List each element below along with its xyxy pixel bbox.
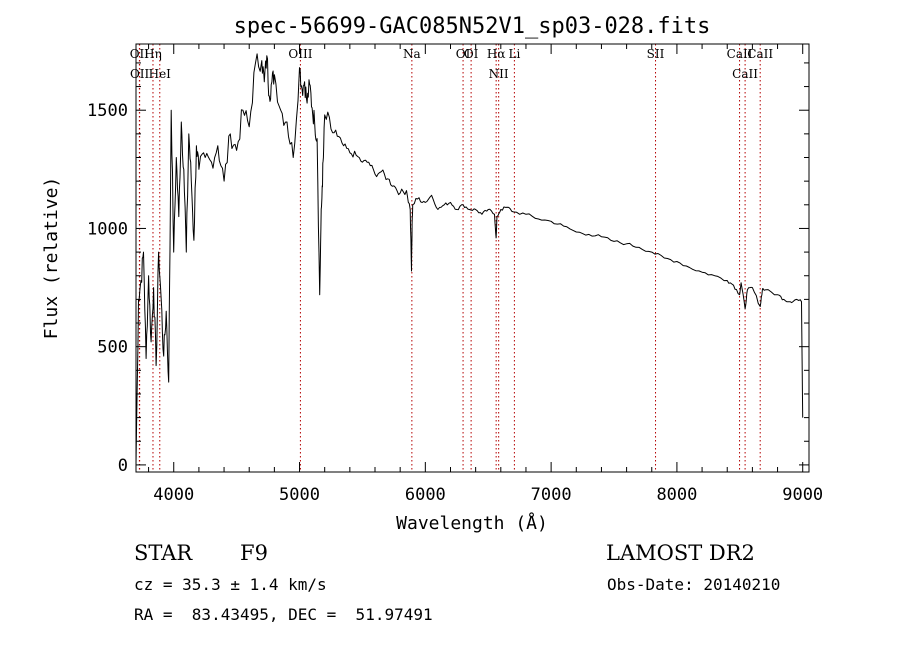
y-tick-label: 1000 bbox=[87, 219, 128, 239]
line-label-6: OI bbox=[456, 47, 471, 61]
x-tick-label: 5000 bbox=[279, 485, 320, 505]
line-label-13: CaII bbox=[732, 67, 758, 81]
x-axis-label: Wavelength (Å) bbox=[396, 512, 548, 534]
line-label-12: CaII bbox=[727, 47, 753, 61]
object-class: STAR bbox=[134, 541, 193, 565]
line-label-9: NII bbox=[489, 67, 509, 81]
plot-frame bbox=[135, 43, 810, 473]
y-tick-label: 1500 bbox=[87, 101, 128, 121]
x-axis-ticks: 4000 5000 6000 7000 8000 9000 bbox=[148, 44, 823, 505]
spectrum-line bbox=[135, 53, 804, 465]
y-tick-label: 500 bbox=[97, 338, 128, 358]
line-label-11: SII bbox=[647, 47, 665, 61]
y-axis-label: Flux (relative) bbox=[41, 177, 62, 340]
line-label-3: HeI bbox=[149, 67, 172, 81]
line-label-1: OII bbox=[130, 47, 150, 61]
spectral-line-markers bbox=[138, 44, 761, 472]
line-label-7: OI bbox=[464, 47, 479, 61]
observation-date: Obs-Date: 20140210 bbox=[607, 575, 780, 594]
chart-title: spec-56699-GAC085N52V1_sp03-028.fits bbox=[234, 14, 711, 39]
x-tick-label: 6000 bbox=[405, 485, 446, 505]
y-tick-label: 0 bbox=[118, 456, 128, 476]
line-label-10: Li bbox=[508, 47, 520, 61]
object-subclass: F9 bbox=[240, 541, 268, 565]
line-label-8: Hα bbox=[487, 47, 506, 61]
y-axis-ticks: 0 500 1000 1500 bbox=[87, 62, 809, 476]
line-label-0: Hη bbox=[144, 47, 162, 61]
x-tick-label: 9000 bbox=[782, 485, 823, 505]
line-label-4: OIII bbox=[288, 47, 312, 61]
redshift-velocity: cz = 35.3 ± 1.4 km/s bbox=[134, 575, 327, 594]
line-label-5: Na bbox=[403, 47, 421, 61]
line-label-2: OII bbox=[130, 67, 150, 81]
sky-coordinates: RA = 83.43495, DEC = 51.97491 bbox=[134, 605, 433, 624]
line-label-14: CaII bbox=[747, 47, 773, 61]
x-tick-label: 8000 bbox=[656, 485, 697, 505]
survey-name: LAMOST DR2 bbox=[606, 541, 755, 565]
x-tick-label: 7000 bbox=[531, 485, 572, 505]
x-tick-label: 4000 bbox=[153, 485, 194, 505]
